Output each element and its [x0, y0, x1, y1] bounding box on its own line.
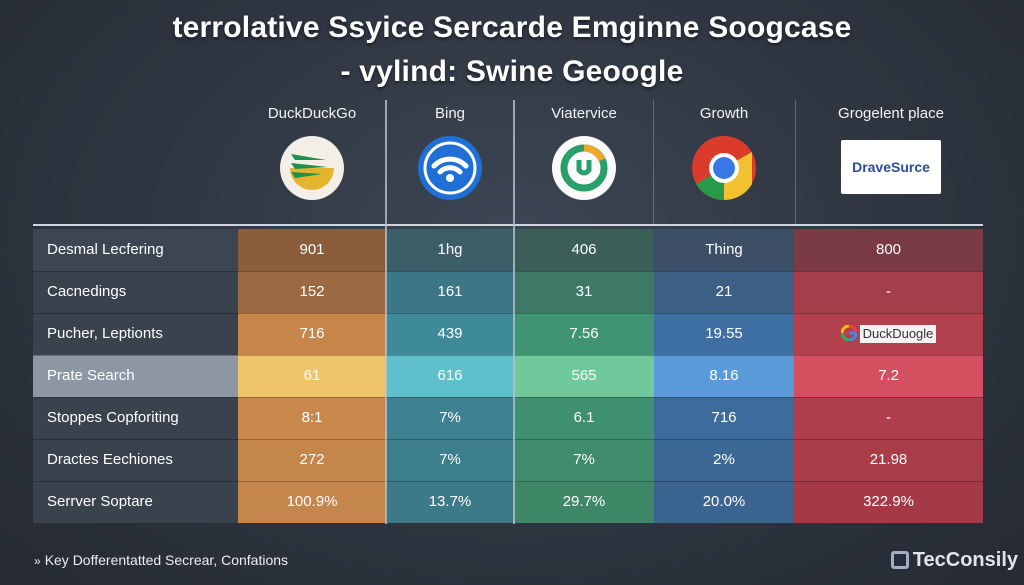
- cell-grogelent: 7.2: [794, 355, 983, 397]
- row-label: Desmal Lecfering: [33, 229, 238, 271]
- cell-bing: 439: [386, 313, 514, 355]
- column-label: Growth: [699, 105, 749, 122]
- footer-text: Key Dofferentatted Secrear, Confations: [44, 552, 289, 568]
- cell-duckduckgo: 61: [238, 355, 386, 397]
- table-row: Cacnedings 152 161 31 21 -: [33, 271, 983, 313]
- table-row: Dractes Eechiones 272 7% 7% 2% 21.98: [33, 439, 983, 481]
- cell-bing: 13.7%: [386, 481, 514, 523]
- wifi-icon: [418, 136, 482, 200]
- cell-bing: 161: [386, 271, 514, 313]
- column-header-grogelent: Grogelent place DraveSurce: [796, 100, 986, 200]
- cell-growth: 8.16: [654, 355, 794, 397]
- cell-bing: 7%: [386, 397, 514, 439]
- cell-bing: 616: [386, 355, 514, 397]
- row-divider: [33, 481, 983, 482]
- column-label: Viatervice: [551, 105, 617, 122]
- cell-viatervice: 6.1: [514, 397, 654, 439]
- table-row: Serrver Soptare 100.9% 13.7% 29.7% 20.0%…: [33, 481, 983, 523]
- column-label: DuckDuckGo: [267, 105, 357, 122]
- row-divider: [33, 271, 983, 272]
- row-label: Cacnedings: [33, 271, 238, 313]
- column-divider: [653, 100, 654, 224]
- cell-growth: Thing: [654, 229, 794, 271]
- column-label: Grogelent place: [838, 105, 944, 122]
- table-row: Stoppes Copforiting 8:1 7% 6.1 716 -: [33, 397, 983, 439]
- row-label: Serrver Soptare: [33, 481, 238, 523]
- row-label: Stoppes Copforiting: [33, 397, 238, 439]
- column-divider: [385, 100, 387, 524]
- cell-growth: 716: [654, 397, 794, 439]
- cell-grogelent: DuckDuogle: [794, 313, 983, 355]
- cell-grogelent: -: [794, 397, 983, 439]
- cell-viatervice: 7.56: [514, 313, 654, 355]
- page-title: terrolative Ssyice Sercarde Emginne Soog…: [0, 6, 1024, 94]
- cell-duckduogle-text: DuckDuogle: [859, 325, 937, 343]
- cell-grogelent: 322.9%: [794, 481, 983, 523]
- cell-grogelent: 800: [794, 229, 983, 271]
- column-divider: [513, 100, 515, 524]
- column-header-bing: Bing: [386, 100, 514, 200]
- cell-grogelent: 21.98: [794, 439, 983, 481]
- cell-duckduckgo: 272: [238, 439, 386, 481]
- cell-growth: 20.0%: [654, 481, 794, 523]
- column-label: Bing: [434, 105, 466, 122]
- cell-viatervice: 406: [514, 229, 654, 271]
- header-divider: [33, 224, 983, 226]
- title-line-2: - vylind: Swine Geoogle: [340, 55, 684, 88]
- column-header-growth: Growth: [654, 100, 794, 201]
- column-header-duckduckgo: DuckDuckGo: [238, 100, 386, 200]
- brand-logo: TecConsily: [890, 549, 1018, 572]
- viatervice-logo-icon: [552, 136, 616, 200]
- cell-growth: 2%: [654, 439, 794, 481]
- cell-growth: 19.55: [654, 313, 794, 355]
- table-row: Desmal Lecfering 901 1hg 406 Thing 800: [33, 229, 983, 271]
- table-row: Pucher, Leptionts 716 439 7.56 19.55 Duc…: [33, 313, 983, 355]
- brand-name: TecConsily: [912, 549, 1018, 571]
- cell-bing: 1hg: [386, 229, 514, 271]
- title-line-1: terrolative Ssyice Sercarde Emginne Soog…: [172, 11, 852, 44]
- row-divider: [33, 397, 983, 398]
- row-divider: [33, 439, 983, 440]
- cell-bing: 7%: [386, 439, 514, 481]
- cell-duckduckgo: 100.9%: [238, 481, 386, 523]
- chrome-icon: [692, 136, 756, 201]
- cell-duckduckgo: 901: [238, 229, 386, 271]
- cell-growth: 21: [654, 271, 794, 313]
- table-row: Prate Search 61 616 565 8.16 7.2: [33, 355, 983, 397]
- duckduckgo-logo-icon: [280, 136, 344, 200]
- footer-note: » Key Dofferentatted Secrear, Confations: [34, 552, 288, 568]
- cell-duckduckgo: 152: [238, 271, 386, 313]
- cell-viatervice: 565: [514, 355, 654, 397]
- google-g-icon: [840, 316, 858, 358]
- cell-viatervice: 31: [514, 271, 654, 313]
- cell-grogelent: -: [794, 271, 983, 313]
- row-label: Pucher, Leptionts: [33, 313, 238, 355]
- column-header-viatervice: Viatervice: [514, 100, 654, 200]
- cell-duckduckgo: 8:1: [238, 397, 386, 439]
- row-label: Prate Search: [33, 355, 238, 397]
- cell-duckduckgo: 716: [238, 313, 386, 355]
- brand-icon: [890, 551, 909, 569]
- cell-viatervice: 7%: [514, 439, 654, 481]
- cell-viatervice: 29.7%: [514, 481, 654, 523]
- row-label: Dractes Eechiones: [33, 439, 238, 481]
- double-chevron-icon: »: [34, 554, 41, 568]
- row-divider: [33, 355, 983, 356]
- row-divider: [33, 313, 983, 314]
- dravesurce-logo: DraveSurce: [841, 140, 941, 194]
- column-divider: [795, 100, 796, 224]
